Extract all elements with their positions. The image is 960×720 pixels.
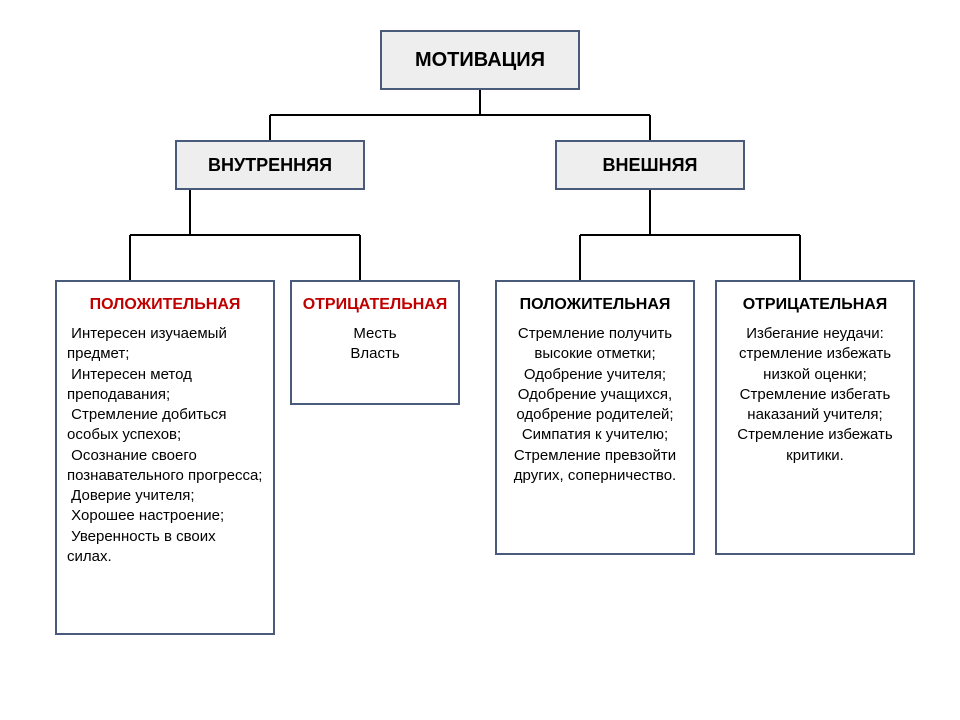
leaf-external-positive-title: ПОЛОЖИТЕЛЬНАЯ (503, 296, 687, 314)
leaf-internal-negative-title: ОТРИЦАТЕЛЬНАЯ (298, 296, 452, 314)
leaf-external-negative-title: ОТРИЦАТЕЛЬНАЯ (723, 296, 907, 314)
leaf-internal-positive-title: ПОЛОЖИТЕЛЬНАЯ (63, 296, 267, 314)
node-internal: ВНУТРЕННЯЯ (175, 140, 365, 190)
leaf-internal-positive-body: Интересен изучаемый предмет; Интересен м… (57, 324, 273, 577)
node-external-label: ВНЕШНЯЯ (603, 155, 698, 176)
root-label: МОТИВАЦИЯ (415, 49, 545, 72)
leaf-external-positive-body: Стремление получить высокие отметки; Одо… (497, 324, 693, 496)
leaf-external-negative-body: Избегание неудачи: стремление избежать н… (717, 324, 913, 476)
leaf-internal-negative: ОТРИЦАТЕЛЬНАЯ Месть Власть (290, 280, 460, 405)
root-node: МОТИВАЦИЯ (380, 30, 580, 90)
node-external: ВНЕШНЯЯ (555, 140, 745, 190)
leaf-internal-positive: ПОЛОЖИТЕЛЬНАЯ Интересен изучаемый предме… (55, 280, 275, 635)
leaf-internal-negative-body: Месть Власть (292, 324, 458, 375)
leaf-external-positive: ПОЛОЖИТЕЛЬНАЯ Стремление получить высоки… (495, 280, 695, 555)
node-internal-label: ВНУТРЕННЯЯ (208, 155, 332, 176)
leaf-external-negative: ОТРИЦАТЕЛЬНАЯ Избегание неудачи: стремле… (715, 280, 915, 555)
